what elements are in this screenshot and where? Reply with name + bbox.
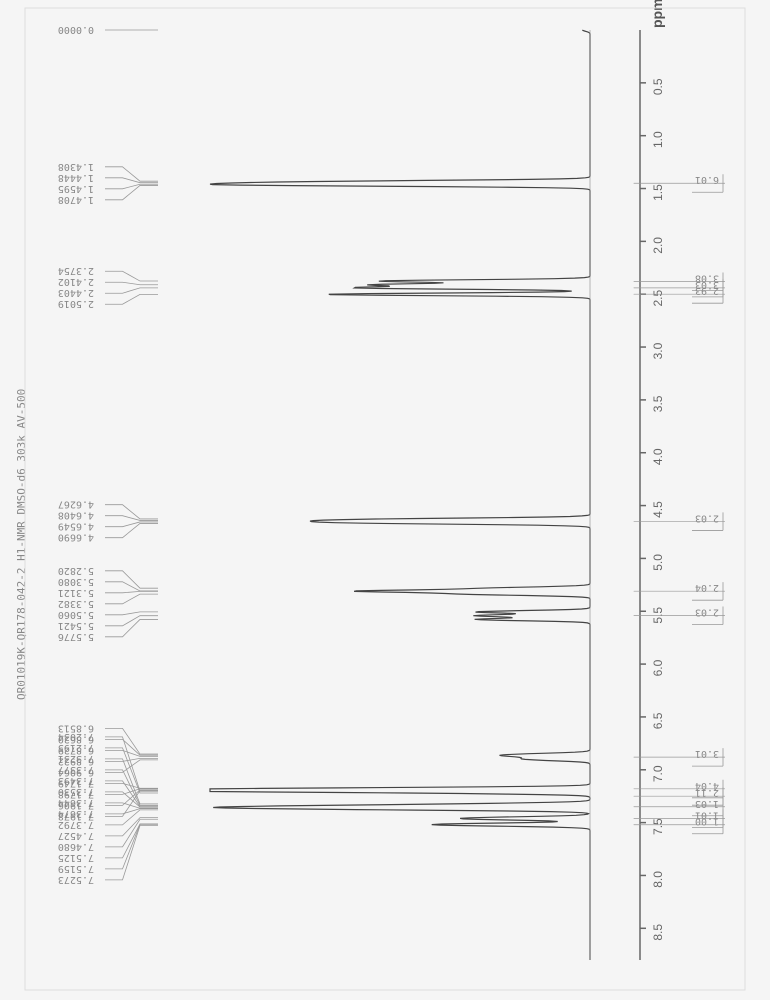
svg-text:1.0: 1.0 (651, 131, 665, 148)
nmr-spectrum: 0.5 1.0 1.5 2.0 2.5 3.0 3.5 4.0 4.5 5.0 5.5 6.0 6.5 7… (0, 0, 770, 1000)
svg-text:7.0: 7.0 (651, 765, 665, 782)
svg-text:5.5: 5.5 (651, 607, 665, 624)
svg-text:1.4708: 1.4708 (58, 194, 94, 205)
svg-text:0.0000: 0.0000 (58, 24, 94, 35)
svg-text:8.0: 8.0 (651, 871, 665, 888)
svg-text:5.3382: 5.3382 (58, 598, 94, 609)
svg-text:5.5421: 5.5421 (58, 620, 94, 631)
svg-text:7.2034: 7.2034 (58, 731, 94, 742)
svg-text:1.4448: 1.4448 (58, 172, 94, 183)
svg-text:7.3530: 7.3530 (58, 786, 94, 797)
svg-text:7.3493: 7.3493 (58, 775, 94, 786)
svg-text:5.3121: 5.3121 (58, 587, 94, 598)
svg-text:5.2820: 5.2820 (58, 565, 94, 576)
svg-text:2.0: 2.0 (651, 237, 665, 254)
svg-text:5.5776: 5.5776 (58, 631, 94, 642)
svg-text:7.3674: 7.3674 (58, 808, 94, 819)
svg-text:7.4527: 7.4527 (58, 830, 94, 841)
svg-text:7.5273: 7.5273 (58, 874, 94, 885)
svg-text:4.6408: 4.6408 (58, 510, 94, 521)
svg-text:7.3792: 7.3792 (58, 819, 94, 830)
svg-text:4.6690: 4.6690 (58, 532, 94, 543)
svg-text:1.4308: 1.4308 (58, 161, 94, 172)
svg-text:7.2195: 7.2195 (58, 742, 94, 753)
svg-text:3.0: 3.0 (651, 342, 665, 359)
svg-text:2.4102: 2.4102 (58, 276, 94, 287)
svg-text:7.4680: 7.4680 (58, 841, 94, 852)
svg-text:4.6267: 4.6267 (58, 499, 94, 510)
svg-text:4.6549: 4.6549 (58, 521, 94, 532)
svg-text:6.5: 6.5 (651, 712, 665, 729)
svg-text:7.5159: 7.5159 (58, 863, 94, 874)
svg-text:2.3754: 2.3754 (58, 265, 94, 276)
svg-text:1.5: 1.5 (651, 184, 665, 201)
svg-text:7.3231: 7.3231 (58, 753, 94, 764)
svg-text:ppm: ppm (649, 0, 665, 28)
svg-text:8.5: 8.5 (651, 924, 665, 941)
svg-text:2.5019: 2.5019 (58, 298, 94, 309)
svg-text:2.5: 2.5 (651, 290, 665, 307)
svg-text:2.4403: 2.4403 (58, 287, 94, 298)
svg-text:1.4595: 1.4595 (58, 183, 94, 194)
svg-text:7.3644: 7.3644 (58, 797, 94, 808)
svg-text:5.0: 5.0 (651, 554, 665, 571)
svg-text:7.5125: 7.5125 (58, 852, 94, 863)
svg-text:0.5: 0.5 (651, 78, 665, 95)
svg-text:6.0: 6.0 (651, 659, 665, 676)
svg-text:5.3080: 5.3080 (58, 576, 94, 587)
svg-text:4.0: 4.0 (651, 448, 665, 465)
svg-text:7.3377: 7.3377 (58, 764, 94, 775)
nmr-page: QR01019K-QR178-042-2 H1-NMR DMSO-d6 303k… (0, 0, 770, 1000)
svg-text:4.5: 4.5 (651, 501, 665, 518)
svg-text:5.5060: 5.5060 (58, 609, 94, 620)
svg-text:7.5: 7.5 (651, 818, 665, 835)
svg-text:3.5: 3.5 (651, 395, 665, 412)
